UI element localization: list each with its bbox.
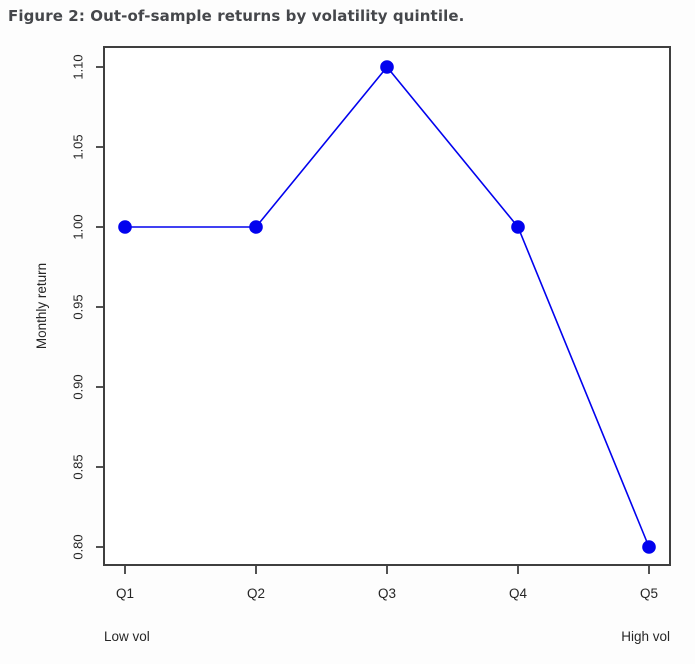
data-point — [511, 220, 525, 234]
y-axis-title: Monthly return — [34, 263, 49, 349]
y-axis-tick-label: 0.85 — [71, 454, 86, 479]
y-axis-tick-label: 0.90 — [71, 374, 86, 399]
y-axis-tick-label: 0.80 — [71, 534, 86, 559]
plot-border — [103, 46, 671, 566]
figure-caption: Figure 2: Out-of-sample returns by volat… — [8, 7, 465, 25]
x-annotation-high-vol: High vol — [621, 629, 670, 644]
x-axis-tick-label: Q5 — [640, 586, 658, 601]
data-point — [118, 220, 132, 234]
data-point — [249, 220, 263, 234]
data-point — [380, 60, 394, 74]
x-annotation-low-vol: Low vol — [104, 629, 150, 644]
x-axis-tick-label: Q3 — [378, 586, 396, 601]
y-axis-tick-label: 0.95 — [71, 294, 86, 319]
y-axis-tick-label: 1.10 — [71, 54, 86, 79]
x-axis-tick-label: Q4 — [509, 586, 528, 601]
x-axis-tick-label: Q1 — [116, 586, 134, 601]
y-axis-tick-label: 1.05 — [71, 134, 86, 159]
data-point — [642, 540, 656, 554]
x-axis-tick-label: Q2 — [247, 586, 265, 601]
y-axis-tick-label: 1.00 — [71, 214, 86, 239]
